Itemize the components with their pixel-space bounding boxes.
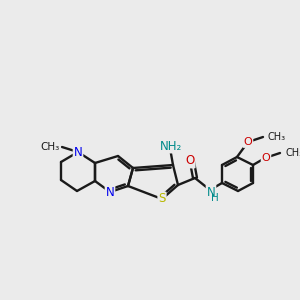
Text: NH₂: NH₂ — [160, 140, 182, 152]
Text: CH₃: CH₃ — [41, 142, 60, 152]
Text: N: N — [106, 185, 114, 199]
Text: CH₃: CH₃ — [268, 132, 286, 142]
Text: S: S — [158, 193, 166, 206]
Text: N: N — [74, 146, 82, 158]
Text: N: N — [207, 185, 215, 199]
Text: O: O — [185, 154, 195, 167]
Text: CH₃: CH₃ — [285, 148, 300, 158]
Text: O: O — [244, 137, 252, 147]
Text: H: H — [211, 193, 219, 203]
Text: O: O — [262, 153, 270, 163]
